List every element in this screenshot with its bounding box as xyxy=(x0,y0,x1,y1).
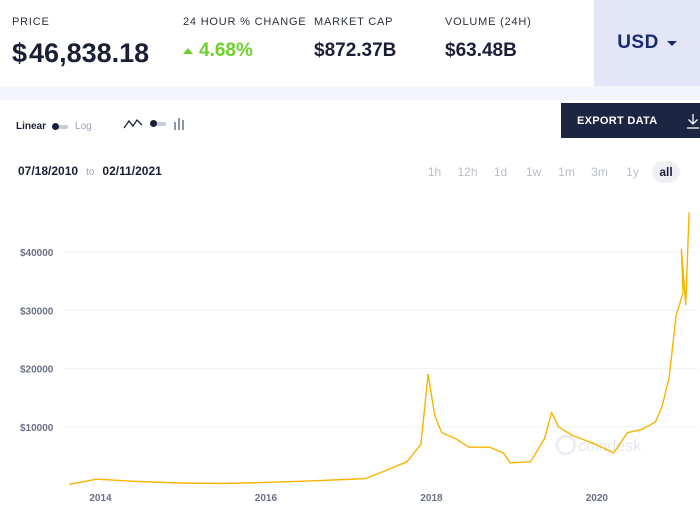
x-tick-label: 2014 xyxy=(89,493,112,504)
range-row: 07/18/2010 to 02/11/2021 1h 12h 1d 1w 1m… xyxy=(0,158,700,186)
period-selector: 1h 12h 1d 1w 1m 3m 1y all xyxy=(418,161,680,183)
period-1y[interactable]: 1y xyxy=(626,165,639,179)
currency-selected: USD xyxy=(617,32,659,53)
period-1d[interactable]: 1d xyxy=(493,165,508,179)
section-divider xyxy=(0,86,700,100)
y-tick-label: $30000 xyxy=(20,306,54,317)
range-to-label: to xyxy=(86,167,95,178)
grid-lines xyxy=(64,251,698,428)
chart-toolbar: Linear Log EXPORT DATA xyxy=(0,100,700,150)
price-chart[interactable]: coindesk $10000 $20000 $30000 $40000 2014 20… xyxy=(0,186,700,515)
coindesk-logo-icon xyxy=(555,434,577,456)
coindesk-watermark: coindesk xyxy=(555,434,642,456)
scale-linear-label[interactable]: Linear xyxy=(16,121,47,132)
change-percent: 4.68% xyxy=(199,40,253,61)
chart-type-switch[interactable] xyxy=(150,120,166,127)
price-series-line xyxy=(68,212,690,486)
download-icon xyxy=(686,113,699,129)
x-tick-label: 2020 xyxy=(586,493,609,504)
chart-type-toggle[interactable] xyxy=(123,118,184,130)
y-tick-label: $10000 xyxy=(20,423,54,434)
change-value: 4.68% xyxy=(183,40,253,62)
price-amount: 46,838.18 xyxy=(29,38,150,68)
change-label: 24 HOUR % CHANGE xyxy=(183,16,307,28)
scale-log-label[interactable]: Log xyxy=(75,121,92,132)
watermark-text: coindesk xyxy=(578,438,642,455)
x-tick-label: 2018 xyxy=(420,493,443,504)
scale-switch[interactable] xyxy=(52,122,69,130)
volume-label: VOLUME (24H) xyxy=(445,16,532,28)
period-12h[interactable]: 12h xyxy=(457,165,478,179)
y-axis-ticks: $10000 $20000 $30000 $40000 xyxy=(20,248,54,434)
switch-knob xyxy=(52,122,60,130)
bar-chart-icon[interactable] xyxy=(174,118,184,130)
market-cap-value: $872.37B xyxy=(314,40,397,61)
x-tick-label: 2016 xyxy=(255,493,278,504)
price-value: $46,838.18 xyxy=(12,38,149,69)
y-tick-label: $20000 xyxy=(20,365,54,376)
y-tick-label: $40000 xyxy=(20,248,54,259)
stats-header: PRICE $46,838.18 24 HOUR % CHANGE 4.68% … xyxy=(0,0,700,86)
period-1w[interactable]: 1w xyxy=(525,165,542,179)
chevron-down-icon xyxy=(666,40,677,46)
period-all[interactable]: all xyxy=(652,161,680,183)
volume-value: $63.48B xyxy=(445,40,517,61)
range-end-date[interactable]: 02/11/2021 xyxy=(102,164,162,178)
export-data-button[interactable]: EXPORT DATA xyxy=(561,103,700,138)
market-cap-label: MARKET CAP xyxy=(314,16,394,28)
scale-toggle[interactable]: Linear Log xyxy=(16,121,92,132)
date-range[interactable]: 07/18/2010 to 02/11/2021 xyxy=(18,164,162,178)
x-axis-ticks: 2014 2016 2018 2020 xyxy=(89,493,608,504)
period-3m[interactable]: 3m xyxy=(591,165,608,179)
period-1h[interactable]: 1h xyxy=(427,165,442,179)
switch-knob xyxy=(150,120,157,127)
line-chart-icon[interactable] xyxy=(123,118,143,130)
arrow-up-icon xyxy=(183,48,193,54)
range-start-date[interactable]: 07/18/2010 xyxy=(18,164,79,178)
price-currency-symbol: $ xyxy=(12,38,28,68)
currency-dropdown[interactable]: USD xyxy=(594,0,700,86)
period-1m[interactable]: 1m xyxy=(558,165,575,179)
price-label: PRICE xyxy=(12,16,50,28)
export-data-label: EXPORT DATA xyxy=(577,114,658,127)
price-chart-svg[interactable]: coindesk $10000$20000$30000$40000 2014 20… xyxy=(0,186,700,515)
